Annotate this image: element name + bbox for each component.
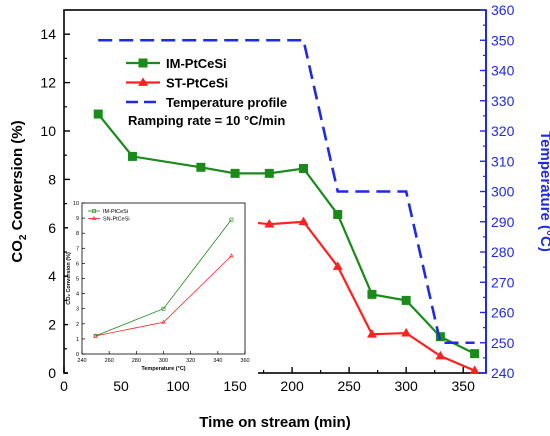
y-tick-label: 10 <box>40 123 56 139</box>
ramping-rate-annotation: Ramping rate = 10 °C/min <box>128 113 285 128</box>
inset-x-tick-label: 340 <box>213 358 222 364</box>
inset-y-tick-label: 6 <box>76 261 79 267</box>
inset-background <box>68 199 258 374</box>
inset-data-point <box>161 306 166 311</box>
data-point <box>264 168 274 178</box>
data-point <box>401 295 411 305</box>
data-point <box>333 209 343 219</box>
y2-tick-label: 360 <box>491 2 515 18</box>
main-plot: 0 50 100 150 200 250 300 3500246810121424025026… <box>40 2 514 394</box>
legend-marker-1 <box>138 77 148 86</box>
inset-x-tick-label: 260 <box>105 358 114 364</box>
data-point <box>470 349 480 359</box>
y2-tick-label: 250 <box>491 335 515 351</box>
y2-tick-label: 280 <box>491 244 515 260</box>
data-point <box>230 168 240 178</box>
y2-tick-label: 260 <box>491 305 515 321</box>
inset-x-axis-title: Temperature (°C) <box>141 366 185 372</box>
y-tick-label: 8 <box>48 171 56 187</box>
y2-tick-label: 310 <box>491 153 515 169</box>
inset-y-tick-label: 0 <box>76 352 79 358</box>
inset-y-axis-title: CO₂ Conversion (%) <box>66 252 72 305</box>
data-point <box>367 289 377 299</box>
inset-series-line-1 <box>95 255 232 337</box>
y-tick-label: 6 <box>48 220 56 236</box>
x-tick-label: 350 <box>452 378 476 394</box>
y2-tick-label: 320 <box>491 123 515 139</box>
inset-legend-label-1: SN-PtCeSi <box>103 217 130 223</box>
x-tick-label: 50 <box>113 378 129 394</box>
y-tick-label: 4 <box>48 268 56 284</box>
y-axis-title: CO2 Conversion (%) <box>9 120 29 262</box>
y2-tick-label: 270 <box>491 274 515 290</box>
main-legend: IM-PtCeSi ST-PtCeSi Temperature profile <box>126 56 287 110</box>
y-axis-title-sub: 2 <box>18 234 29 240</box>
y2-tick-label: 350 <box>491 32 515 48</box>
x-tick-label: 0 <box>60 378 68 394</box>
data-point <box>435 350 446 360</box>
legend-label-0: IM-PtCeSi <box>166 56 227 71</box>
inset-y-tick-label: 8 <box>76 231 79 237</box>
y2-tick-label: 290 <box>491 214 515 230</box>
inset-x-tick-label: 320 <box>186 358 195 364</box>
inset-data-point <box>161 319 166 324</box>
x-tick-label: 250 <box>337 378 361 394</box>
y2-tick-label: 340 <box>491 63 515 79</box>
inset-x-tick-label: 300 <box>159 358 168 364</box>
x-tick-label: 100 <box>166 378 190 394</box>
data-point <box>196 162 206 172</box>
y2-tick-label: 300 <box>491 184 515 200</box>
data-point <box>127 151 137 161</box>
inset-legend-marker-0 <box>92 209 96 213</box>
inset-series-line-0 <box>95 219 232 337</box>
inset-y-tick-label: 5 <box>76 277 79 283</box>
y-tick-label: 0 <box>48 365 56 381</box>
inset-y-tick-label: 9 <box>76 216 79 222</box>
y-tick-label: 2 <box>48 317 56 333</box>
legend-label-2: Temperature profile <box>166 95 287 110</box>
x-axis-title: Time on stream (min) <box>199 414 350 431</box>
x-tick-label: 300 <box>394 378 418 394</box>
inset-y-tick-label: 1 <box>76 337 79 343</box>
legend-label-1: ST-PtCeSi <box>166 76 228 91</box>
inset-y-tick-label: 10 <box>73 201 79 207</box>
inset-plot: 240 260 280 300 320 340 360 0 1 2 3 4 5 6 7 8 9 10 IM-PtCe… <box>66 199 258 374</box>
data-point <box>469 365 480 374</box>
inset-y-tick-label: 4 <box>76 292 79 298</box>
y-axis-title-rest: Conversion (%) <box>9 120 26 234</box>
y-tick-label: 14 <box>40 26 56 42</box>
y2-tick-label: 240 <box>491 365 515 381</box>
data-point <box>299 164 309 174</box>
data-point <box>298 216 309 226</box>
data-point <box>435 332 445 342</box>
x-tick-label: 150 <box>223 378 247 394</box>
inset-data-point <box>229 217 234 222</box>
inset-y-tick-label: 7 <box>76 246 79 252</box>
inset-legend-label-0: IM-PtCeSi <box>103 209 128 215</box>
inset-legend-marker-1 <box>91 216 97 220</box>
y2-axis-title: Temperature (°C) <box>537 131 550 252</box>
data-point <box>401 327 412 337</box>
data-point <box>264 218 275 228</box>
inset-data-point <box>229 253 234 258</box>
inset-y-tick-label: 2 <box>76 322 79 328</box>
inset-y-tick-label: 3 <box>76 307 79 313</box>
data-point <box>366 329 377 338</box>
y-axis-title-main: CO <box>9 240 26 263</box>
data-point <box>93 109 103 119</box>
inset-x-tick-label: 240 <box>77 358 86 364</box>
x-tick-label: 200 <box>280 378 304 394</box>
y-tick-label: 12 <box>40 75 56 91</box>
inset-x-tick-label: 280 <box>132 358 141 364</box>
inset-x-tick-label: 360 <box>240 358 249 364</box>
data-point <box>332 261 343 270</box>
legend-marker-0 <box>138 58 148 68</box>
y2-tick-label: 330 <box>491 93 515 109</box>
inset-data-point <box>93 333 98 338</box>
series-line-2 <box>98 38 475 345</box>
